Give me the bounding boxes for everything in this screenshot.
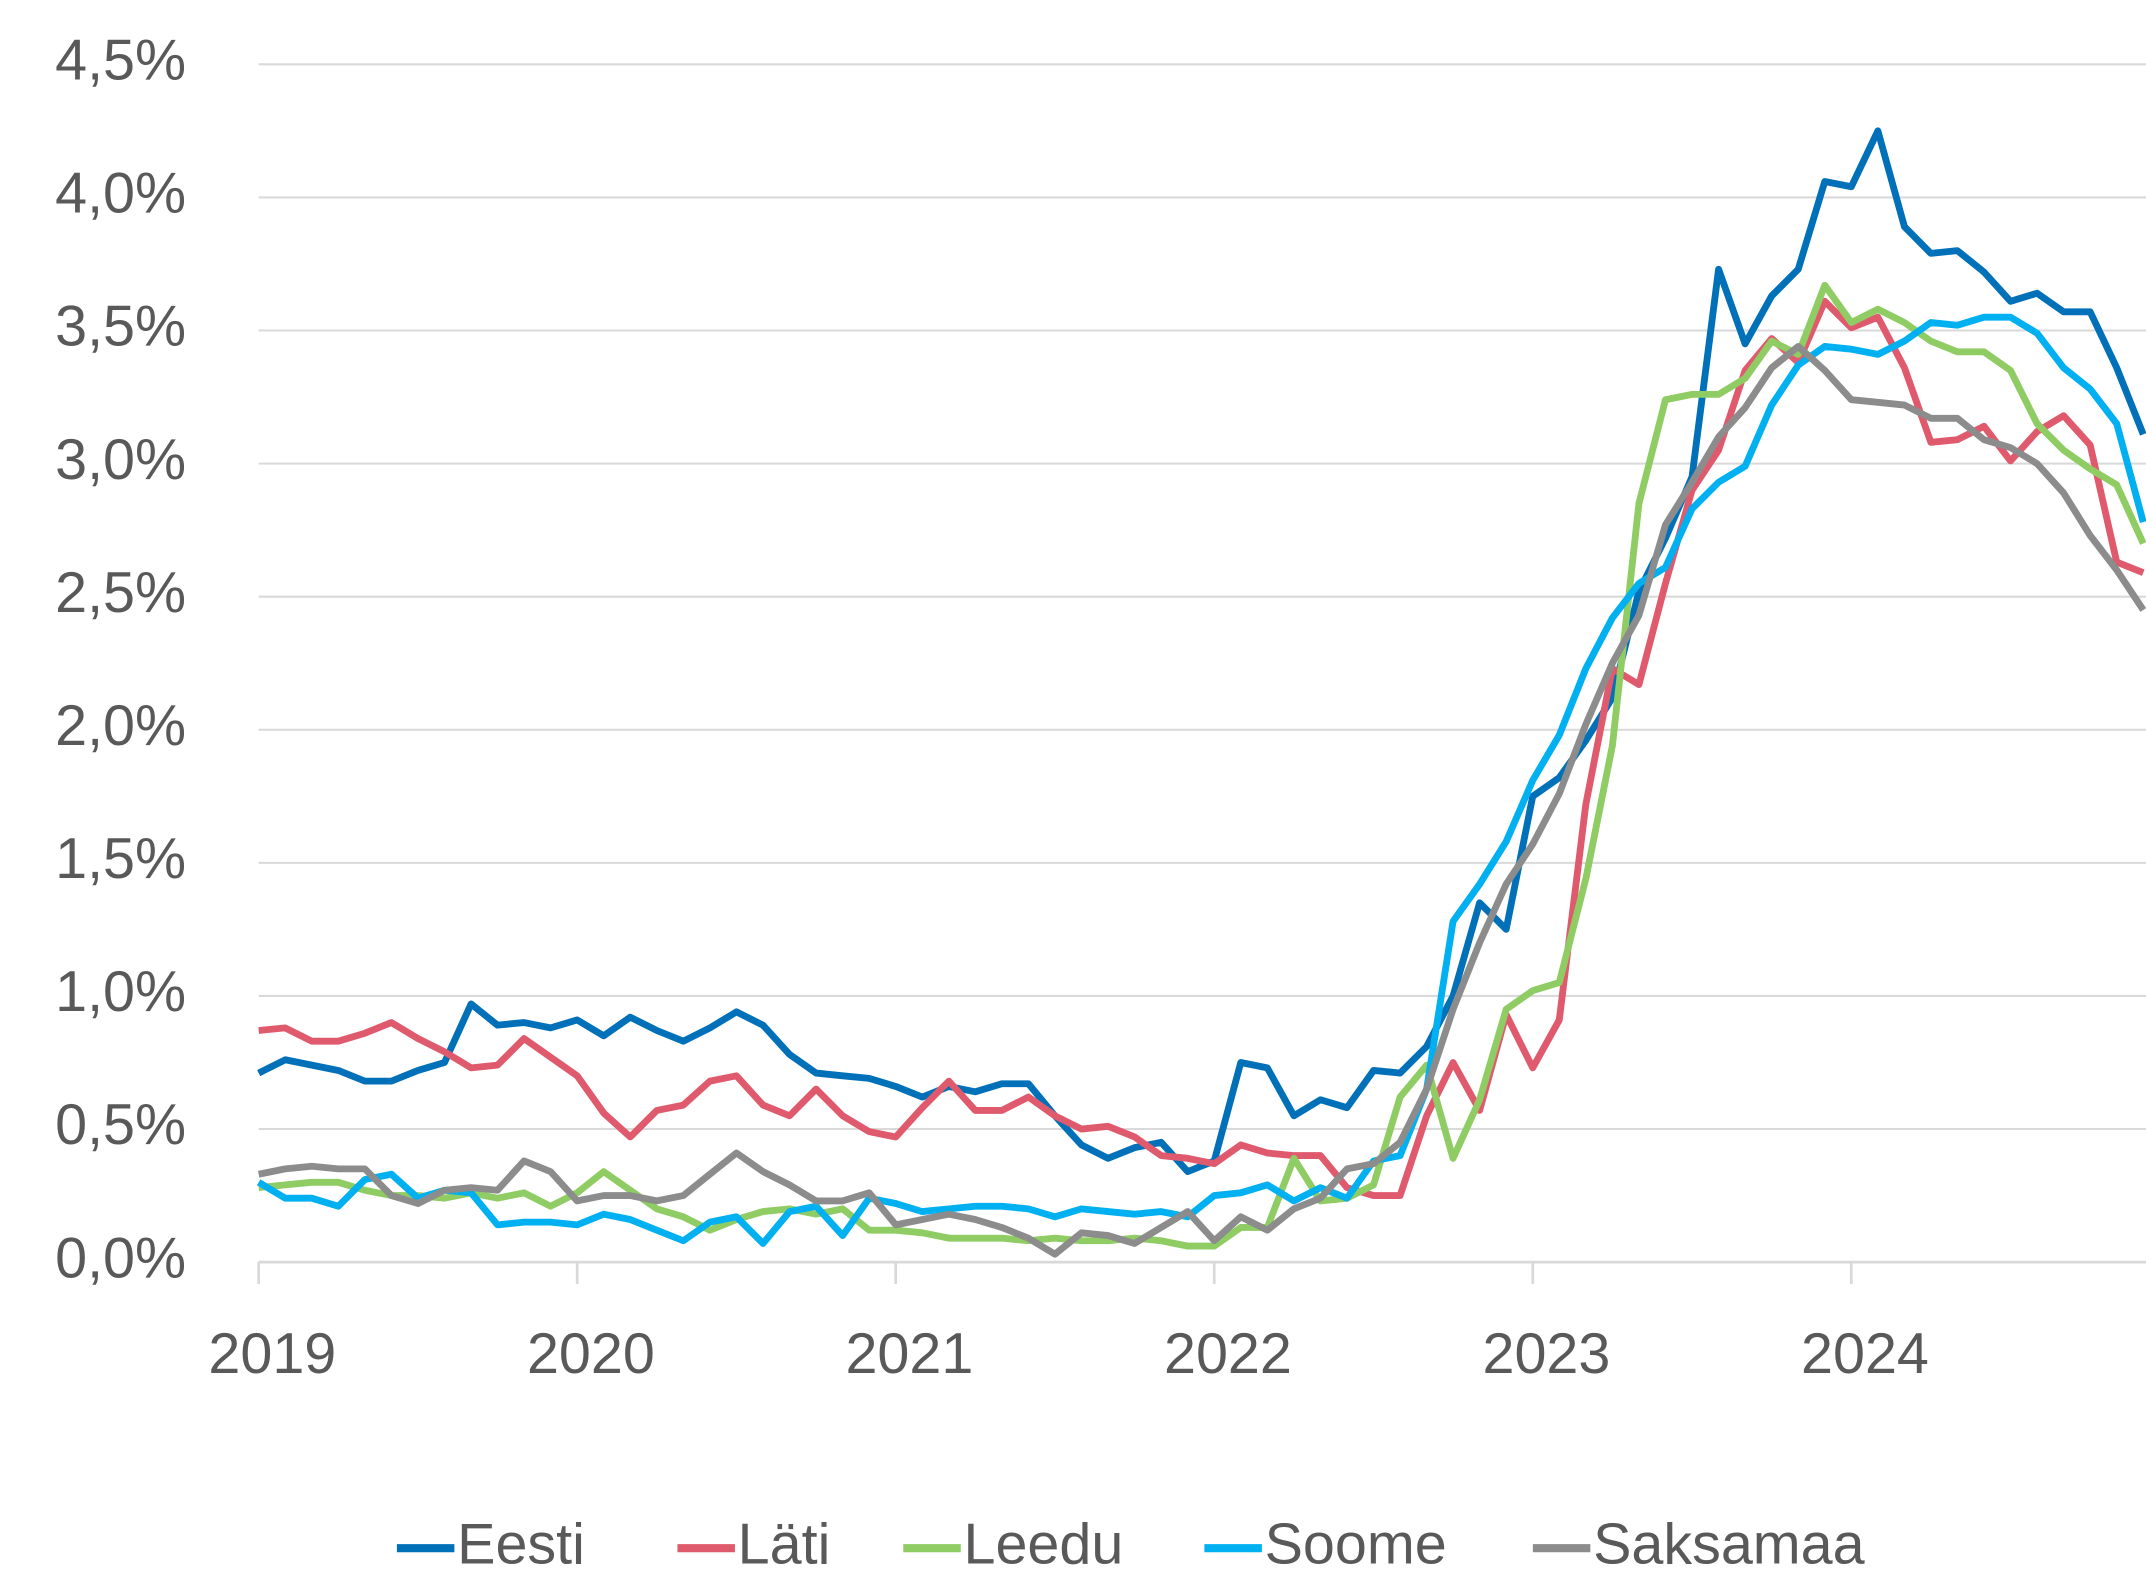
y-tick-label: 3,0%	[55, 428, 186, 492]
y-tick-label: 4,0%	[55, 162, 186, 226]
legend-label: Läti	[738, 1512, 831, 1576]
y-tick-label: 0,0%	[55, 1226, 186, 1290]
series-line	[256, 313, 2146, 1247]
legend-label: Saksamaa	[1593, 1512, 1865, 1576]
series-line	[257, 127, 2146, 1176]
x-tick-label: 2024	[1801, 1322, 1929, 1386]
legend-label: Leedu	[964, 1512, 1124, 1576]
y-tick-label: 4,5%	[55, 29, 186, 93]
x-tick-label: 2022	[1164, 1322, 1292, 1386]
x-tick-label: 2021	[845, 1322, 973, 1386]
y-tick-label: 1,5%	[55, 827, 186, 891]
series-line	[258, 297, 2145, 1199]
y-tick-label: 0,5%	[55, 1093, 186, 1157]
y-tick-label: 2,5%	[55, 561, 186, 625]
x-tick-label: 2020	[527, 1322, 655, 1386]
series-line	[258, 281, 2146, 1250]
x-tick-label: 2019	[208, 1322, 336, 1386]
y-tick-label: 1,0%	[55, 960, 186, 1024]
legend-label: Soome	[1265, 1512, 1447, 1576]
y-tick-label: 2,0%	[55, 694, 186, 758]
x-tick-label: 2023	[1483, 1322, 1611, 1386]
series-line	[257, 343, 2146, 1258]
y-tick-label: 3,5%	[55, 295, 186, 359]
legend-label: Eesti	[457, 1512, 585, 1576]
